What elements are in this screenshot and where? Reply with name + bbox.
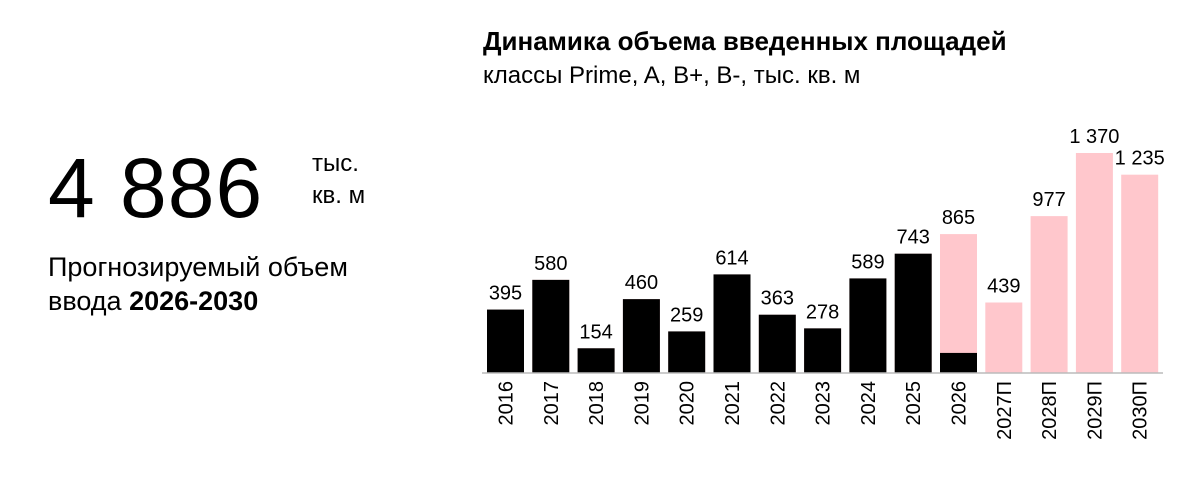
kpi-unit: тыс. кв. м — [312, 148, 365, 212]
bar-forecast — [1030, 216, 1068, 373]
x-tick-label: 2029П — [1084, 381, 1106, 440]
x-tick-label: 2022 — [767, 381, 789, 426]
kpi-unit-line1: тыс. — [312, 150, 359, 177]
x-tick-label: 2021 — [722, 381, 744, 426]
chart-title: Динамика объема введенных площадей — [483, 26, 1007, 56]
bar-forecast — [940, 234, 977, 373]
data-label: 580 — [534, 253, 567, 275]
data-label: 278 — [806, 301, 839, 323]
x-tick-label: 2017 — [541, 381, 563, 426]
x-tick-label: 2019 — [631, 381, 653, 426]
bar-actual — [668, 331, 706, 373]
x-tick-label: 2028П — [1039, 381, 1061, 440]
kpi-desc-prefix: ввода — [48, 286, 130, 316]
kpi-value: 4 886 — [48, 141, 264, 235]
kpi-description: Прогнозируемый объем ввода 2026-2030 — [48, 250, 348, 318]
data-label: 154 — [579, 321, 612, 343]
data-label: 1 370 — [1069, 126, 1119, 148]
data-label: 259 — [670, 304, 703, 326]
bar-actual — [804, 328, 842, 373]
bar-actual — [894, 253, 932, 373]
data-label: 865 — [942, 207, 975, 229]
x-tick-label: 2023 — [813, 381, 835, 426]
bar-forecast — [985, 302, 1023, 373]
data-label: 1 235 — [1115, 148, 1165, 170]
bar-actual — [622, 299, 660, 373]
bar-actual — [532, 279, 570, 373]
x-tick-label: 2027П — [994, 381, 1016, 440]
x-tick-label: 2024 — [858, 381, 880, 426]
data-label: 439 — [987, 276, 1020, 298]
x-tick-label: 2026 — [949, 381, 971, 426]
data-label: 743 — [897, 227, 930, 249]
bar-forecast — [1121, 174, 1159, 373]
kpi-unit-line2: кв. м — [312, 182, 366, 209]
data-label: 614 — [715, 247, 748, 269]
x-tick-label: 2020 — [677, 381, 699, 426]
x-tick-label: 2025 — [903, 381, 925, 426]
data-label: 977 — [1032, 189, 1065, 211]
data-label: 460 — [625, 272, 658, 294]
kpi-desc-line1: Прогнозируемый объем — [48, 252, 348, 282]
kpi-desc-line2: ввода 2026-2030 — [48, 284, 348, 318]
data-label: 363 — [761, 288, 794, 310]
x-tick-label: 2016 — [496, 381, 518, 426]
kpi-desc-period: 2026-2030 — [129, 286, 259, 316]
x-tick-label: 2030П — [1130, 381, 1152, 440]
x-tick-label: 2018 — [586, 381, 608, 426]
bar-actual — [577, 348, 615, 373]
data-label: 395 — [489, 283, 522, 305]
data-label: 589 — [851, 251, 884, 273]
bar-actual — [713, 274, 751, 373]
bar-actual — [849, 278, 887, 373]
bar-forecast — [1075, 153, 1113, 373]
bar-actual — [487, 309, 524, 373]
bar-actual — [758, 314, 796, 373]
chart-subtitle: классы Prime, A, B+, B-, тыс. кв. м — [483, 62, 861, 89]
bar-actual — [940, 352, 977, 373]
